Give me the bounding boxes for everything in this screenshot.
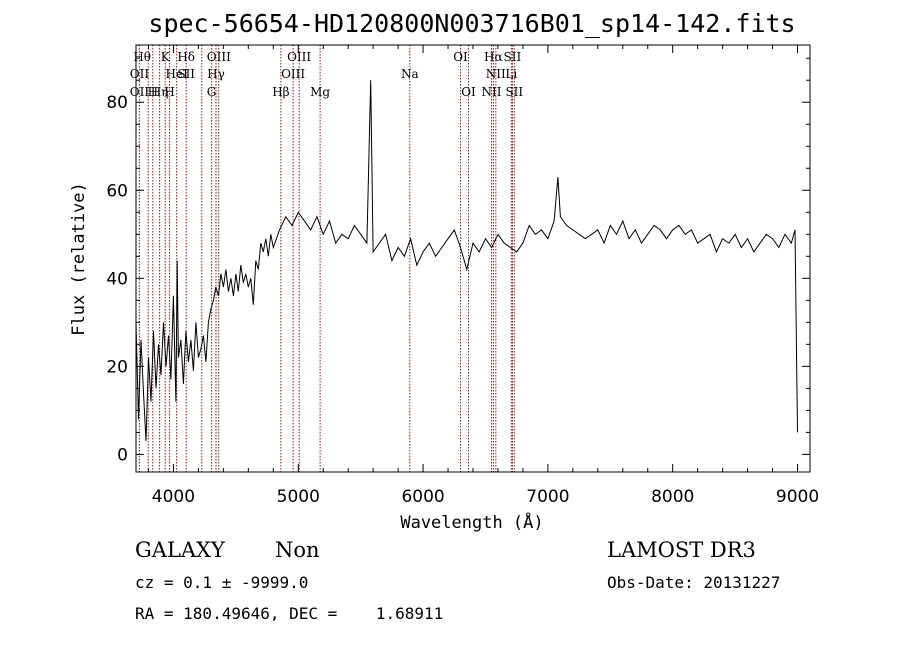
- x-axis-label: Wavelength (Å): [400, 511, 543, 533]
- spectral-line-label: SII: [504, 50, 522, 64]
- spectral-line-label: SII: [505, 85, 523, 99]
- spectral-line-label: Li: [505, 67, 517, 81]
- x-tick-label: 5000: [277, 487, 320, 507]
- y-tick-label: 0: [117, 445, 128, 465]
- y-tick-label: 80: [106, 93, 128, 113]
- spectral-line-label: Na: [401, 67, 419, 81]
- survey-label: LAMOST DR3: [607, 538, 756, 562]
- y-axis-ticks: 0 20 40 60 80: [106, 57, 810, 465]
- subclass-label: Non: [275, 538, 320, 562]
- spectral-line-label: OIII: [281, 67, 305, 81]
- x-tick-label: 6000: [401, 487, 444, 507]
- spectral-line-label: OII: [130, 67, 150, 81]
- cz-line: cz = 0.1 ± -9999.0: [135, 573, 309, 592]
- spectral-line-markers: [138, 45, 515, 472]
- spectral-line-label: Hδ: [177, 50, 195, 64]
- spectral-line-label: NII: [486, 67, 506, 81]
- spectral-line-label: OIII: [207, 50, 231, 64]
- class-label: GALAXY: [135, 538, 225, 562]
- spectral-line-label: OII: [130, 85, 150, 99]
- y-tick-label: 20: [106, 357, 128, 377]
- spectral-line-label: NII: [482, 85, 502, 99]
- spectral-line-label: K: [161, 50, 171, 64]
- y-axis-label: Flux (relative): [69, 182, 89, 336]
- spectral-line-label: Hβ: [272, 85, 289, 99]
- spectral-line-label: H: [164, 85, 174, 99]
- y-tick-label: 60: [106, 181, 128, 201]
- plot-frame: [135, 44, 811, 473]
- spectral-line-label: OIII: [287, 50, 311, 64]
- x-tick-label: 4000: [152, 487, 195, 507]
- spectral-line-label: HeI: [166, 67, 189, 81]
- spectral-line-label: Hα: [484, 50, 503, 64]
- y-tick-label: 40: [106, 269, 128, 289]
- spectrum-series-line: [135, 80, 798, 442]
- spectral-line-label: Hγ: [207, 67, 225, 81]
- chart-title: spec-56654-HD120800N003716B01_sp14-142.f…: [148, 9, 795, 38]
- x-axis-ticks: 4000 5000 6000 7000 8000 9000: [147, 45, 819, 507]
- spectral-line-label: Hη: [151, 85, 169, 99]
- spectral-line-label: Hθ: [133, 50, 151, 64]
- spectral-line-label: G: [207, 85, 217, 99]
- spectral-line-label: OI: [453, 50, 468, 64]
- x-tick-label: 8000: [651, 487, 694, 507]
- spectral-line-label: OI: [461, 85, 476, 99]
- spectral-line-label: SII: [177, 67, 195, 81]
- spectral-line-label: Mg: [310, 85, 330, 99]
- obsdate-line: Obs-Date: 20131227: [607, 573, 781, 592]
- coords-line: RA = 180.49646, DEC = 1.68911: [135, 604, 444, 623]
- spectral-line-label: H: [148, 85, 158, 99]
- x-tick-label: 7000: [526, 487, 569, 507]
- x-tick-label: 9000: [776, 487, 819, 507]
